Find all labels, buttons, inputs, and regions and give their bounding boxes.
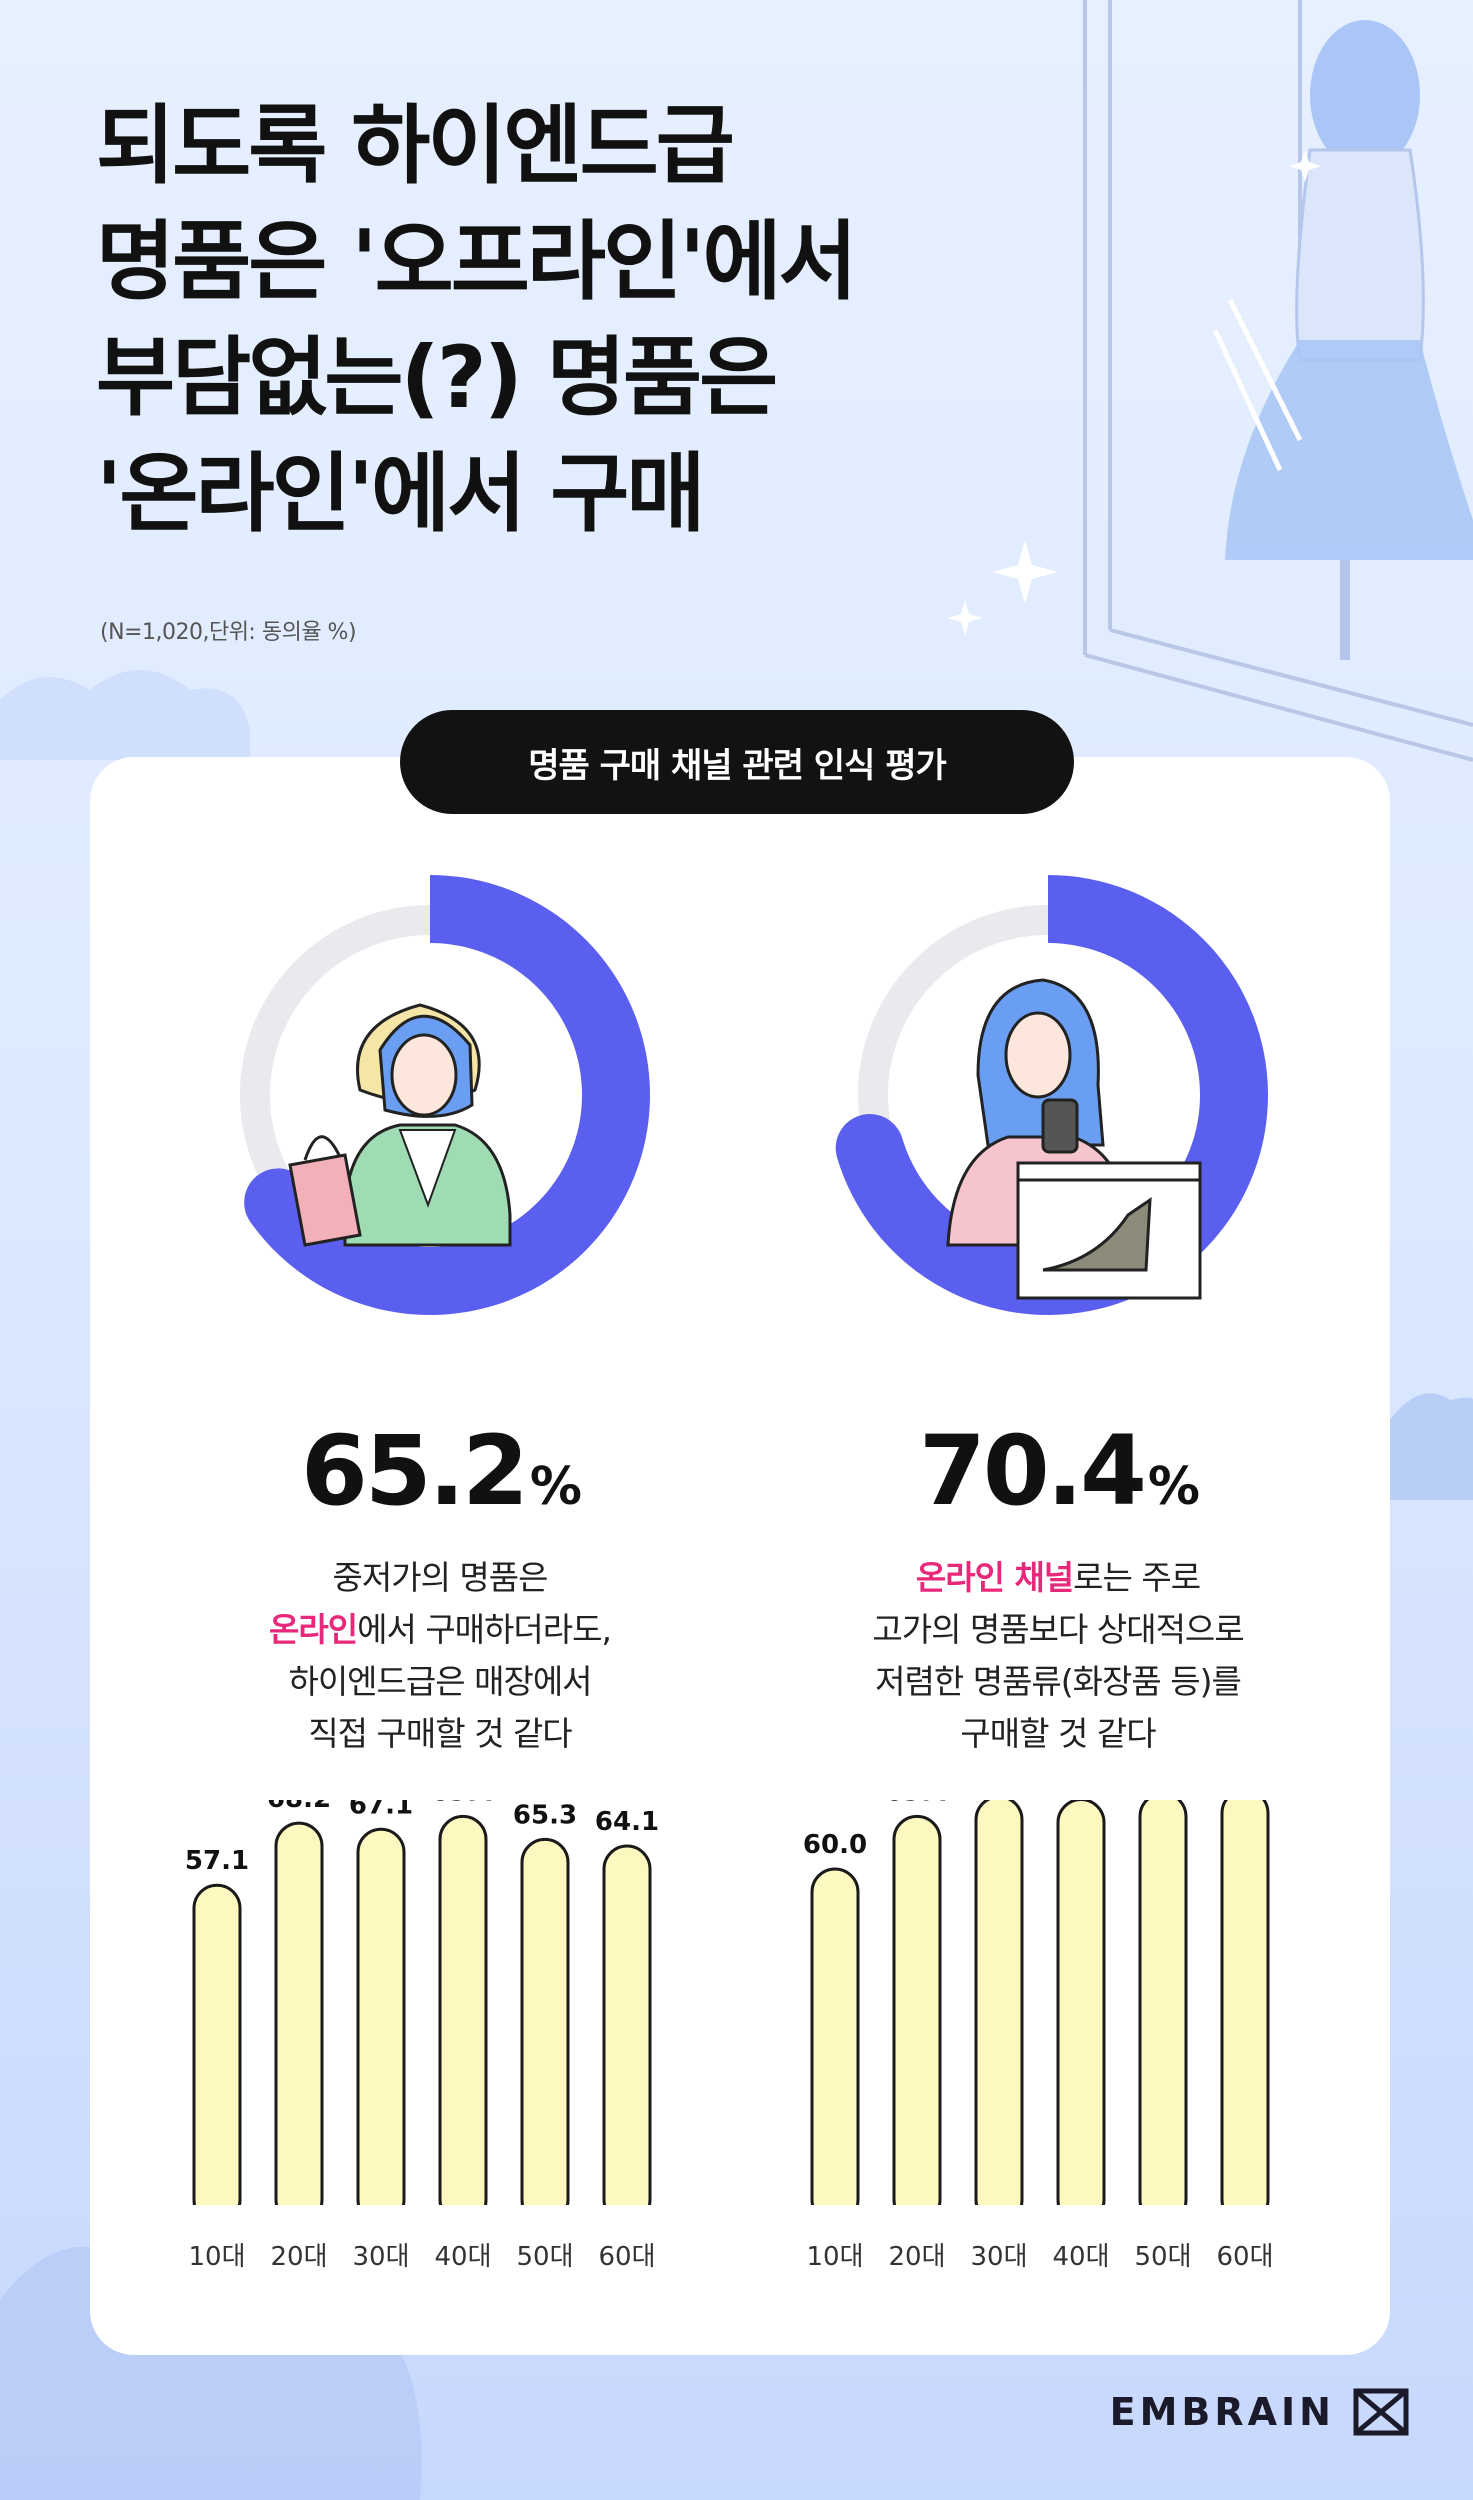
x-tick-label: 50대 bbox=[1134, 2242, 1191, 2272]
desc-right-line-4: 구매할 것 같다 bbox=[960, 1714, 1156, 1753]
desc-left-line-2-rest: 에서 구매하더라도, bbox=[357, 1610, 612, 1649]
section-label: 명품 구매 채널 관련 인식 평가 bbox=[400, 710, 1074, 814]
x-tick-label: 60대 bbox=[598, 2242, 655, 2272]
brand-mark-icon bbox=[1353, 2388, 1409, 2436]
mannequin-illustration bbox=[1212, 20, 1473, 660]
bar-value-label: 68.2 bbox=[267, 1800, 331, 1814]
bar-base-mask bbox=[191, 2205, 243, 2235]
bar bbox=[1220, 1800, 1270, 2225]
x-tick-label: 40대 bbox=[1052, 2242, 1109, 2272]
brand-logo: EMBRAIN bbox=[1110, 2388, 1409, 2436]
bar-base-mask bbox=[273, 2205, 325, 2235]
bar bbox=[810, 1867, 860, 2225]
donut-arc bbox=[244, 875, 650, 1315]
bar-base-mask bbox=[601, 2205, 653, 2235]
percent-left: 65.2% bbox=[190, 1415, 690, 1527]
x-tick-label: 40대 bbox=[434, 2242, 491, 2272]
sparkle-icon bbox=[947, 150, 1321, 636]
page-title: 되도록 하이엔드급 명품은 '오프라인'에서 부담없는(?) 명품은 '온라인'… bbox=[96, 88, 1096, 552]
desc-left-line-1: 중저가의 명품은 bbox=[332, 1558, 548, 1597]
bar bbox=[1056, 1800, 1106, 2225]
bar-value-label: 69.4 bbox=[885, 1800, 949, 1807]
title-line-2: 명품은 '오프라인'에서 bbox=[96, 212, 858, 312]
description-right: 온라인 채널로는 주로 고가의 명품보다 상대적으로 저렴한 명품류(화장품 등… bbox=[778, 1552, 1338, 1760]
bar-chart-right: 60.010대69.420대72.930대72.440대73.550대74.16… bbox=[803, 1800, 1274, 2272]
bar-chart-left: 57.1 10대 68.2 20대 67.1 30대 69.4 40대 65.3 50대 64.1 6… bbox=[185, 1800, 659, 2272]
bar-value-label: 67.1 bbox=[349, 1800, 413, 1820]
x-tick-label: 30대 bbox=[970, 2242, 1027, 2272]
x-tick-label: 10대 bbox=[806, 2242, 863, 2272]
x-tick-label: 10대 bbox=[188, 2242, 245, 2272]
bar-value-label: 60.0 bbox=[803, 1830, 867, 1860]
bar-base-mask bbox=[891, 2205, 943, 2235]
bar-base-mask bbox=[1137, 2205, 1189, 2235]
brand-wordmark: EMBRAIN bbox=[1109, 2390, 1335, 2434]
online-shopper-illustration bbox=[946, 978, 1202, 1300]
shopper-illustration bbox=[288, 1003, 512, 1247]
x-tick-label: 60대 bbox=[1216, 2242, 1273, 2272]
desc-left-line-4: 직접 구매할 것 같다 bbox=[308, 1714, 572, 1753]
desc-left-highlight: 온라인 bbox=[269, 1610, 358, 1649]
bar-base-mask bbox=[1055, 2205, 1107, 2235]
desc-right-highlight: 온라인 채널 bbox=[915, 1558, 1074, 1597]
description-left: 중저가의 명품은 온라인에서 구매하더라도, 하이엔드급은 매장에서 직접 구매… bbox=[160, 1552, 720, 1760]
percent-right: 70.4% bbox=[808, 1415, 1308, 1527]
desc-right-line-2: 고가의 명품보다 상대적으로 bbox=[872, 1610, 1244, 1649]
bar bbox=[520, 1837, 570, 2225]
bar-base-mask bbox=[519, 2205, 571, 2235]
bar bbox=[356, 1827, 406, 2225]
x-tick-label: 50대 bbox=[516, 2242, 573, 2272]
bar-value-label: 64.1 bbox=[595, 1807, 659, 1837]
desc-left-line-2: 온라인에서 구매하더라도, bbox=[160, 1604, 720, 1656]
bar bbox=[1138, 1800, 1188, 2225]
donut-chart-left bbox=[240, 875, 650, 1315]
donut-chart-right bbox=[835, 875, 1268, 1315]
bar bbox=[892, 1814, 942, 2225]
bar-base-mask bbox=[809, 2205, 861, 2235]
x-tick-label: 30대 bbox=[352, 2242, 409, 2272]
percent-left-symbol: % bbox=[529, 1457, 582, 1517]
desc-right-line-3: 저렴한 명품류(화장품 등)를 bbox=[875, 1662, 1242, 1701]
title-line-1: 되도록 하이엔드급 bbox=[96, 96, 735, 196]
bar-value-label: 65.3 bbox=[513, 1800, 577, 1830]
bar-base-mask bbox=[437, 2205, 489, 2235]
bar-base-mask bbox=[355, 2205, 407, 2235]
bar bbox=[274, 1821, 324, 2225]
percent-right-symbol: % bbox=[1147, 1457, 1200, 1517]
bar-base-mask bbox=[1219, 2205, 1271, 2235]
percent-right-value: 70.4 bbox=[919, 1415, 1147, 1527]
desc-left-line-3: 하이엔드급은 매장에서 bbox=[288, 1662, 592, 1701]
sample-note: (N=1,020,단위: 동의율 %) bbox=[100, 620, 357, 645]
x-tick-label: 20대 bbox=[270, 2242, 327, 2272]
bar bbox=[438, 1814, 488, 2225]
bar bbox=[974, 1800, 1024, 2225]
title-line-3: 부담없는(?) 명품은 bbox=[96, 328, 778, 428]
desc-right-line-1: 온라인 채널로는 주로 bbox=[778, 1552, 1338, 1604]
bar-base-mask bbox=[973, 2205, 1025, 2235]
title-line-4: '온라인'에서 구매 bbox=[96, 444, 705, 544]
bar bbox=[602, 1844, 652, 2225]
bar-value-label: 57.1 bbox=[185, 1846, 249, 1876]
percent-left-value: 65.2 bbox=[301, 1415, 529, 1527]
bar bbox=[192, 1883, 242, 2225]
x-tick-label: 20대 bbox=[888, 2242, 945, 2272]
desc-right-line-1-rest: 로는 주로 bbox=[1073, 1558, 1201, 1597]
bar-value-label: 69.4 bbox=[431, 1800, 495, 1807]
